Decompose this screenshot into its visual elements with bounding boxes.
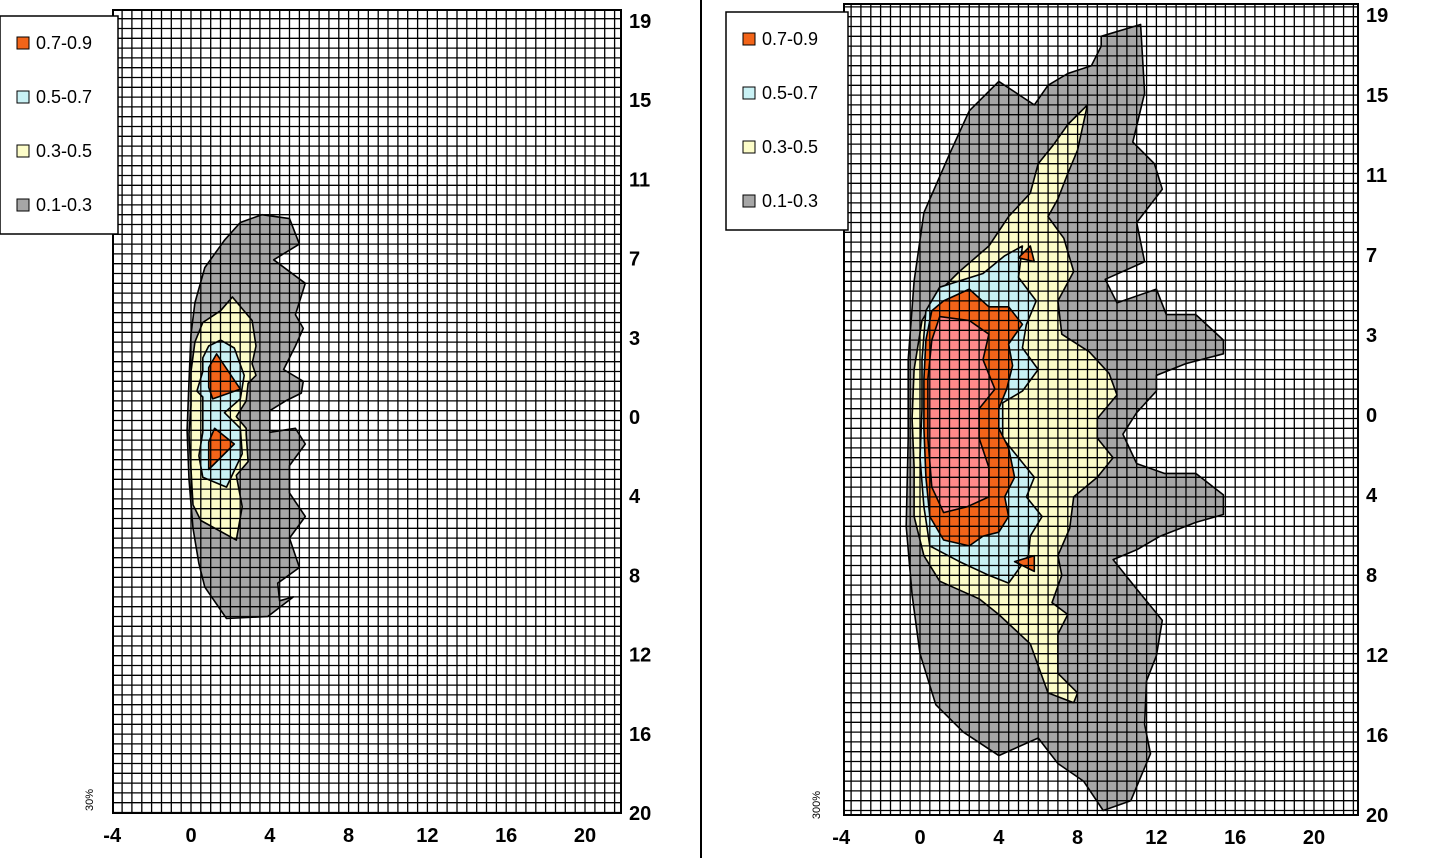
legend-swatch bbox=[742, 32, 756, 46]
y-tick-label: 15 bbox=[1366, 85, 1388, 107]
legend-label: 0.7-0.9 bbox=[762, 29, 818, 49]
grid-path bbox=[113, 10, 621, 814]
legend-swatch bbox=[742, 140, 756, 154]
y-tick-label: 4 bbox=[1366, 485, 1378, 507]
contour-region-0.7-0.9-5 bbox=[1013, 554, 1036, 573]
contour-chart-30: -4 0 4 8 12 16 20 19 15 11 7 3 0 4 8 12 16 20 30% 0.7-0.9 0.… bbox=[0, 0, 700, 858]
x-tick-label: -4 bbox=[832, 827, 851, 849]
contour-plot-30: -4 0 4 8 12 16 201915117304812162030%0.7-0.90.… bbox=[0, 9, 651, 847]
grid-path bbox=[844, 4, 1358, 815]
legend-label: 0.3-0.5 bbox=[762, 137, 818, 157]
y-tick-label: 12 bbox=[1366, 645, 1388, 667]
y-tick-label: 0 bbox=[629, 407, 640, 429]
legend-swatch bbox=[16, 36, 30, 50]
legend-label: 0.7-0.9 bbox=[36, 33, 92, 53]
legend-label: 0.1-0.3 bbox=[762, 191, 818, 211]
legend-box bbox=[0, 15, 119, 235]
x-tick-label: 4 bbox=[993, 827, 1005, 849]
x-tick-label: 16 bbox=[1224, 827, 1246, 849]
grid-lines bbox=[843, 3, 1359, 816]
y-tick-label: 16 bbox=[629, 724, 651, 746]
y-tick-labels: 19 15 11 7 3 0 4 8 12 16 20 bbox=[629, 11, 651, 825]
y-tick-label: 4 bbox=[629, 486, 641, 508]
legend-label: 0.5-0.7 bbox=[762, 83, 818, 103]
x-tick-label: 12 bbox=[1145, 827, 1167, 849]
legend-swatch bbox=[16, 90, 30, 104]
y-tick-labels: 19 15 11 7 3 0 4 8 12 16 20 bbox=[1366, 5, 1388, 827]
x-tick-label: -4 bbox=[103, 825, 122, 847]
legend-swatch bbox=[742, 86, 756, 100]
x-tick-label: 4 bbox=[264, 825, 276, 847]
contour-chart-300: -4 0 4 8 12 16 20 19 15 11 7 3 0 4 8 12 16 20 300% 0.7-0.9 0… bbox=[702, 0, 1446, 858]
y-tick-label: 12 bbox=[629, 645, 651, 667]
y-tick-label: 0 bbox=[1366, 405, 1377, 427]
legend-label: 0.5-0.7 bbox=[36, 87, 92, 107]
y-tick-label: 11 bbox=[629, 169, 650, 191]
plot-frame bbox=[843, 3, 1359, 816]
legend: 0.7-0.9 0.5-0.7 0.3-0.5 0.1-0.3 bbox=[725, 11, 849, 231]
y-tick-label: 8 bbox=[629, 565, 640, 587]
x-tick-label: 16 bbox=[495, 825, 517, 847]
x-tick-label: 20 bbox=[574, 825, 596, 847]
y-tick-label: 7 bbox=[1366, 245, 1377, 267]
corner-label: 300% bbox=[811, 791, 823, 819]
y-tick-label: 19 bbox=[629, 11, 651, 33]
x-tick-label: 8 bbox=[1072, 827, 1083, 849]
x-tick-label: 20 bbox=[1303, 827, 1325, 849]
y-tick-label: 15 bbox=[629, 90, 651, 112]
legend-label: 0.1-0.3 bbox=[36, 195, 92, 215]
legend-swatch bbox=[16, 144, 30, 158]
y-tick-label: 19 bbox=[1366, 5, 1388, 27]
y-tick-label: 11 bbox=[1366, 165, 1387, 187]
x-tick-label: 12 bbox=[416, 825, 438, 847]
x-tick-labels: -4 0 4 8 12 16 20 bbox=[832, 827, 1325, 849]
panel-divider bbox=[700, 0, 702, 858]
y-tick-label: 8 bbox=[1366, 565, 1377, 587]
legend-swatch bbox=[742, 194, 756, 208]
x-tick-label: 0 bbox=[914, 827, 925, 849]
y-tick-label: 20 bbox=[1366, 805, 1388, 827]
legend: 0.7-0.9 0.5-0.7 0.3-0.5 0.1-0.3 bbox=[0, 15, 119, 235]
y-tick-label: 20 bbox=[629, 803, 651, 825]
x-tick-label: 0 bbox=[185, 825, 196, 847]
legend-swatch bbox=[16, 198, 30, 212]
y-tick-label: 3 bbox=[629, 328, 640, 350]
contour-plot-300: -4 0 4 8 12 16 2019151173048121620300%0.7-0.90… bbox=[725, 3, 1388, 849]
y-tick-label: 7 bbox=[629, 249, 640, 271]
x-tick-labels: -4 0 4 8 12 16 20 bbox=[103, 825, 596, 847]
x-tick-label: 8 bbox=[343, 825, 354, 847]
corner-label: 30% bbox=[84, 789, 96, 811]
y-tick-label: 16 bbox=[1366, 725, 1388, 747]
grid-lines bbox=[112, 9, 622, 814]
y-tick-label: 3 bbox=[1366, 325, 1377, 347]
legend-label: 0.3-0.5 bbox=[36, 141, 92, 161]
plot-frame bbox=[112, 9, 622, 814]
legend-box bbox=[725, 11, 849, 231]
